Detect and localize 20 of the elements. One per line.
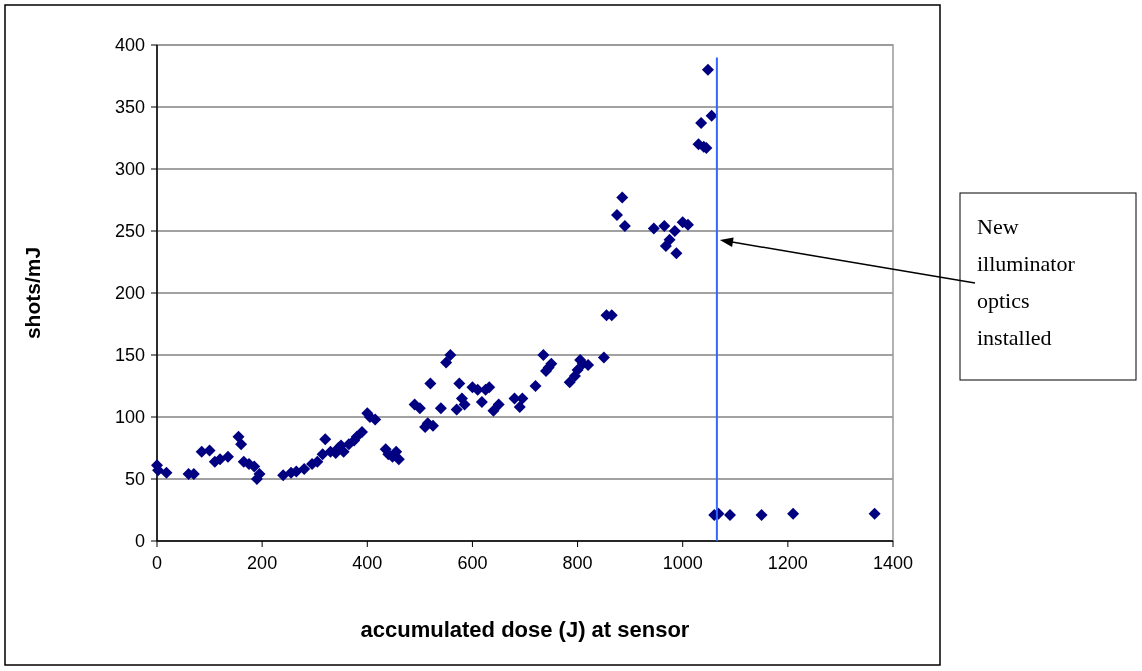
x-axis-title: accumulated dose (J) at sensor: [360, 617, 690, 642]
y-tick-label: 350: [114, 97, 145, 118]
x-tick-label: 400: [352, 553, 383, 573]
y-tick-label: 200: [114, 283, 145, 304]
x-tick-label: 1000: [662, 553, 703, 573]
x-tick-label: 600: [457, 553, 488, 573]
y-tick-label: 0: [134, 531, 145, 552]
y-tick-label: 150: [114, 345, 145, 366]
x-tick-label: 1400: [872, 553, 914, 573]
y-axis-title: shots/mJ: [21, 246, 44, 340]
y-tick-label: 50: [124, 469, 145, 490]
text: New illuminator optics installed: [977, 214, 1076, 350]
y-tick-label: 100: [114, 407, 145, 428]
y-tick-label: 400: [114, 35, 145, 56]
x-tick-label: 1200: [767, 553, 808, 573]
y-tick-label: 250: [114, 221, 145, 242]
x-tick-label: 0: [151, 553, 163, 573]
x-tick-label: 800: [562, 553, 593, 573]
y-tick-label: 300: [114, 159, 145, 180]
x-tick-label: 200: [247, 553, 278, 573]
